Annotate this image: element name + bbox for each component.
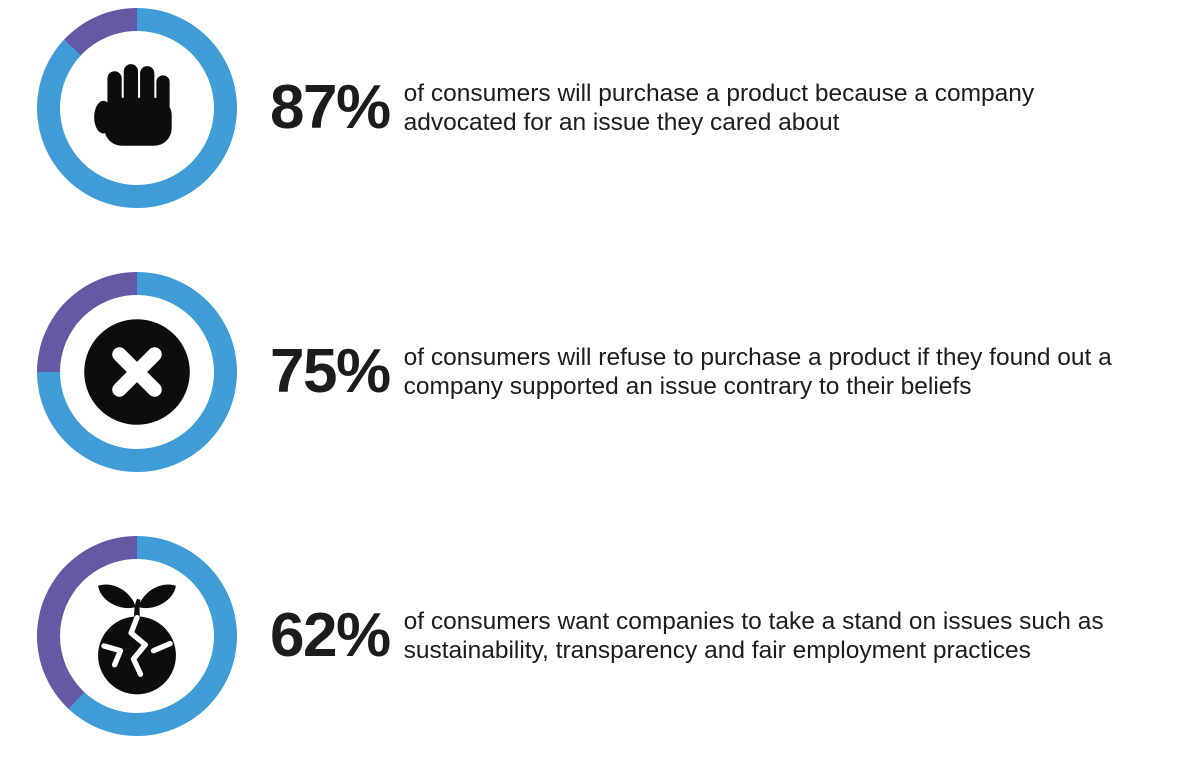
stat-row-refuse: 75% of consumers will refuse to purchase… (37, 272, 1185, 472)
stat-value: 87% (270, 73, 391, 142)
earth-sprout-icon (78, 575, 196, 698)
stat-description: of consumers will refuse to purchase a p… (403, 343, 1112, 400)
stat-value: 75% (270, 337, 391, 406)
donut-hole (60, 295, 214, 449)
stat-text: 62% of consumers want companies to take … (270, 605, 1185, 667)
donut-chart-87 (37, 8, 237, 208)
donut-chart-62 (37, 536, 237, 736)
stat-value: 62% (270, 601, 391, 670)
stat-description: of consumers want companies to take a st… (403, 607, 1104, 664)
donut-hole (60, 31, 214, 185)
stat-description: of consumers will purchase a product bec… (403, 79, 1035, 136)
stat-row-take-a-stand: 62% of consumers want companies to take … (37, 536, 1185, 736)
donut-chart-75 (37, 272, 237, 472)
donut-hole (60, 559, 214, 713)
stat-row-purchase: 87% of consumers will purchase a product… (37, 8, 1185, 208)
cross-icon (82, 317, 192, 427)
stat-text: 87% of consumers will purchase a product… (270, 77, 1185, 139)
stat-text: 75% of consumers will refuse to purchase… (270, 341, 1185, 403)
raised-fist-icon (86, 57, 188, 159)
